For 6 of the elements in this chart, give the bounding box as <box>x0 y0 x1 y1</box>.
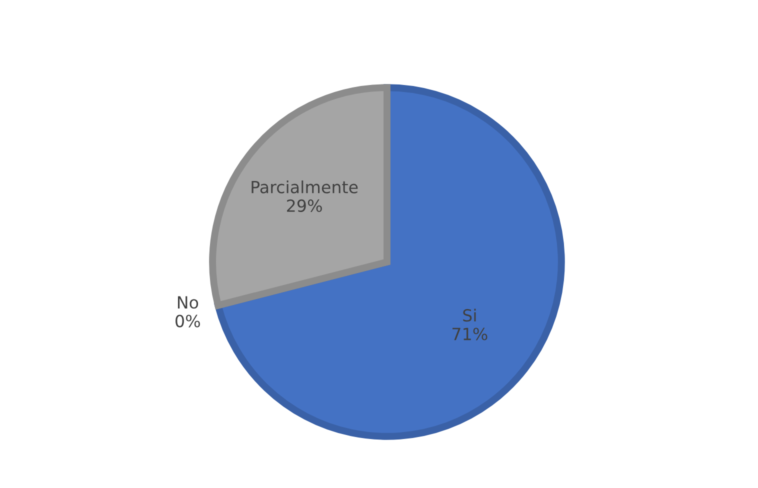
data-label: 71% <box>452 328 488 340</box>
category-label: No <box>178 296 198 309</box>
text: 0% <box>176 314 200 328</box>
data-label: 29% <box>287 199 322 212</box>
slice-label: Parcialmente <box>252 180 358 194</box>
slice-label: Si <box>463 308 476 322</box>
